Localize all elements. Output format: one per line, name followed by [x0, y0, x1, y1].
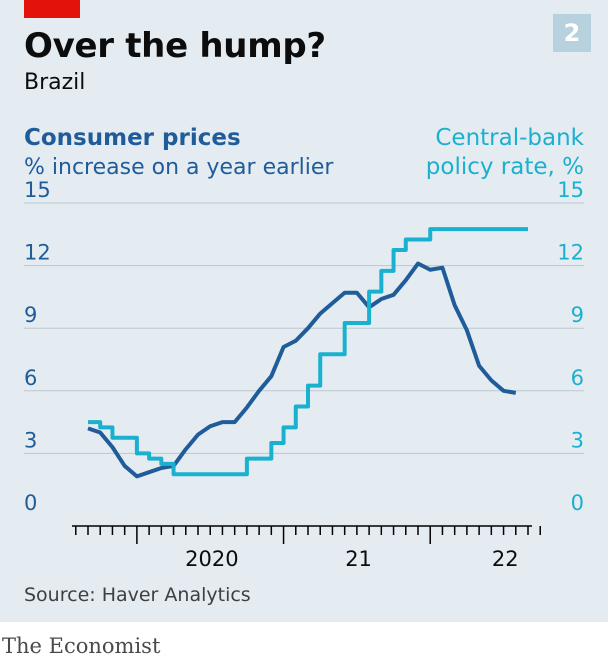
- series-line-consumer-prices: [87, 261, 517, 479]
- y-tick-label-right: 0: [571, 491, 584, 515]
- brand-red-tag: [24, 0, 80, 18]
- y-tick-label-left: 12: [24, 241, 51, 265]
- line-chart: 0 0 3 3 6 6 9 9 12 12 15 15 2020 21 22: [24, 180, 584, 570]
- legend-policy-rate-line1: Central-bank: [435, 125, 584, 151]
- footer-bar: [0, 622, 608, 662]
- x-tick-label: 2020: [185, 547, 238, 570]
- source-note: Source: Haver Analytics: [24, 584, 251, 606]
- y-tick-label-right: 12: [557, 241, 584, 265]
- y-tick-label-left: 6: [24, 366, 37, 390]
- y-tick-label-right: 9: [571, 303, 584, 327]
- legend-consumer-prices: Consumer prices: [24, 125, 241, 151]
- y-tick-label-left: 15: [24, 180, 51, 202]
- y-tick-label-right: 15: [557, 180, 584, 202]
- x-tick-label: 22: [492, 547, 519, 570]
- legend-consumer-prices-unit: % increase on a year earlier: [24, 155, 334, 180]
- legend-policy-rate-line2: policy rate, %: [425, 154, 584, 180]
- chart-number-badge: 2: [553, 14, 591, 52]
- y-tick-label-right: 6: [571, 366, 584, 390]
- x-tick-label: 21: [345, 547, 372, 570]
- publisher-logo: The Economist: [2, 634, 161, 658]
- right-axis-legend: Central-bank policy rate, %: [426, 124, 584, 182]
- left-axis-legend: Consumer prices % increase on a year ear…: [24, 124, 333, 182]
- series-line-policy-rate: [88, 227, 528, 477]
- chart-title: Over the hump?: [24, 26, 326, 66]
- y-tick-label-left: 9: [24, 303, 37, 327]
- y-tick-label-left: 0: [24, 491, 37, 515]
- y-tick-label-left: 3: [24, 428, 37, 452]
- y-tick-label-right: 3: [571, 428, 584, 452]
- chart-panel: [0, 0, 608, 622]
- chart-subtitle: Brazil: [24, 70, 86, 95]
